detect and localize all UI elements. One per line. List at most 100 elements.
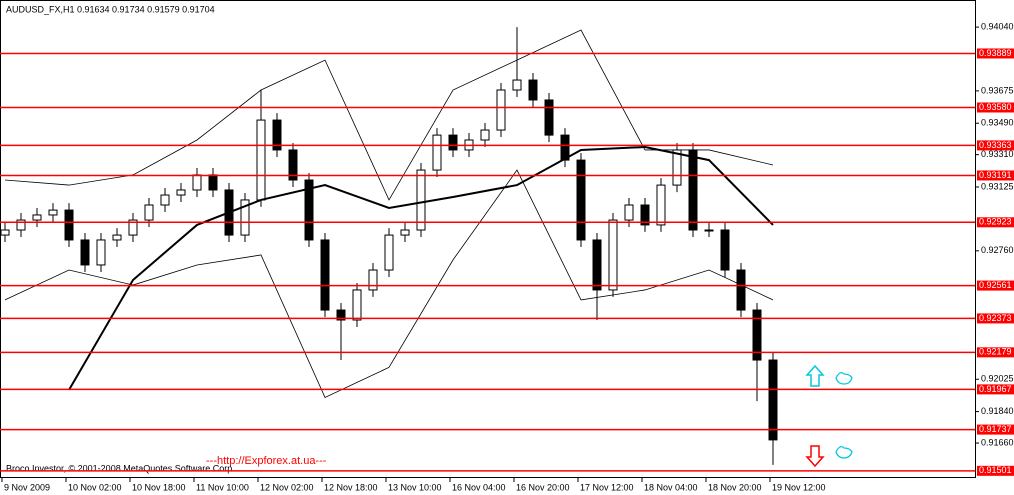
candle-body [736, 269, 746, 311]
plot-frame [0, 0, 976, 478]
candle-body [0, 229, 10, 236]
candle-body [576, 159, 586, 241]
x-tick-label: 11 Nov 10:00 [196, 482, 249, 492]
candle-body [688, 149, 698, 231]
candle-body [704, 229, 714, 232]
candle-body [384, 234, 394, 271]
candle-body [80, 239, 90, 266]
candle-body [416, 169, 426, 231]
candle-body [640, 204, 650, 226]
level-label: 0.92179 [979, 347, 1012, 357]
level-tag [977, 48, 1014, 59]
candle-body [64, 209, 74, 241]
candle-body [752, 309, 762, 361]
candle-body [768, 359, 778, 441]
y-tick-label: 0.93675 [981, 85, 1014, 95]
x-tick-label: 12 Nov 18:00 [324, 482, 378, 492]
candle-body [320, 239, 330, 311]
candle-body [608, 219, 618, 291]
candle-body [544, 99, 554, 136]
x-tick-label: 16 Nov 20:00 [516, 482, 570, 492]
candle-body [672, 149, 682, 186]
y-tick-label: 0.93310 [981, 149, 1014, 159]
level-tag [977, 313, 1014, 324]
level-label: 0.93580 [979, 102, 1012, 112]
y-tick-label: 0.92760 [981, 245, 1014, 255]
candle-body [48, 209, 58, 216]
candle-body [304, 179, 314, 241]
candle-body [400, 229, 410, 236]
candle-body [560, 134, 570, 161]
candle-body [16, 219, 26, 231]
level-tag [977, 424, 1014, 435]
candle-body [160, 194, 170, 206]
candle-body [432, 134, 442, 171]
candle-body [720, 229, 730, 271]
candle-body [112, 234, 122, 241]
candle-body [336, 309, 346, 321]
candle-body [176, 189, 186, 196]
candle-body [480, 129, 490, 141]
level-label: 0.92923 [979, 217, 1012, 227]
candle-body [656, 184, 666, 226]
candle-body [144, 204, 154, 221]
candle-body [272, 119, 282, 151]
level-label: 0.91501 [979, 465, 1012, 475]
level-label: 0.93889 [979, 48, 1012, 58]
level-tag [977, 102, 1014, 113]
candle-body [528, 79, 538, 101]
x-tick-label: 10 Nov 02:00 [68, 482, 122, 492]
link[interactable]: ---http://Expforex.at.ua--- [206, 455, 327, 467]
level-tag [977, 170, 1014, 181]
x-tick-label: 13 Nov 10:00 [388, 482, 442, 492]
y-tick-label: 0.93490 [981, 118, 1014, 128]
y-tick-label: 0.94040 [981, 21, 1014, 31]
candle-body [288, 149, 298, 181]
candle-body [592, 239, 602, 291]
candle-body [96, 239, 106, 266]
candle-body [448, 134, 458, 151]
x-tick-label: 18 Nov 04:00 [644, 482, 698, 492]
x-tick-label: 10 Nov 18:00 [132, 482, 186, 492]
x-tick-label: 16 Nov 04:00 [452, 482, 506, 492]
candle-body [624, 204, 634, 221]
level-tag [977, 280, 1014, 291]
level-label: 0.91737 [979, 424, 1012, 434]
candle-body [32, 214, 42, 221]
level-label: 0.93191 [979, 170, 1012, 180]
level-tag [977, 465, 1014, 476]
x-tick-label: 9 Nov 2009 [4, 482, 50, 492]
y-tick-label: 0.93125 [981, 181, 1014, 191]
y-tick-label: 0.91660 [981, 437, 1014, 447]
candle-body [128, 219, 138, 236]
candle-body [256, 119, 266, 201]
x-tick-label: 19 Nov 12:00 [772, 482, 826, 492]
level-label: 0.93363 [979, 140, 1012, 150]
y-tick-label: 0.91840 [981, 406, 1014, 416]
level-tag [977, 347, 1014, 358]
down-arrow-icon [805, 445, 853, 468]
x-tick-label: 17 Nov 12:00 [580, 482, 634, 492]
candle-body [512, 79, 522, 91]
candle-body [208, 174, 218, 191]
moving-average [68, 145, 774, 391]
level-tag [977, 384, 1014, 395]
level-label: 0.92561 [979, 280, 1012, 290]
level-label: 0.92373 [979, 313, 1012, 323]
copyright: Broco Investor, © 2001-2008 MetaQuotes S… [6, 463, 235, 473]
x-tick-label: 18 Nov 20:00 [708, 482, 762, 492]
candle-body [192, 174, 202, 191]
candle-body [352, 289, 362, 321]
x-tick-label: 12 Nov 02:00 [260, 482, 314, 492]
chart-title: AUDUSD_FX,H1 0.91634 0.91734 0.91579 0.9… [6, 4, 215, 14]
level-label: 0.91967 [979, 384, 1012, 394]
level-tag [977, 217, 1014, 228]
level-tag [977, 140, 1014, 151]
candle-body [240, 199, 250, 236]
candle-body [496, 89, 506, 131]
candle-body [368, 269, 378, 291]
up-arrow-icon [805, 364, 853, 387]
y-tick-label: 0.92025 [981, 374, 1014, 384]
